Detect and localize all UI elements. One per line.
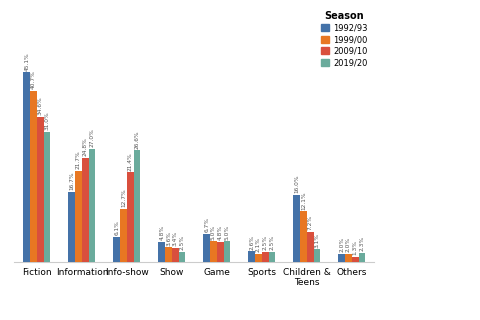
Text: 4.8%: 4.8% <box>159 225 164 241</box>
Bar <box>165 247 172 262</box>
Text: 5.0%: 5.0% <box>211 225 216 240</box>
Text: 2.5%: 2.5% <box>263 235 268 250</box>
Text: 34.6%: 34.6% <box>38 96 43 115</box>
Text: 3.6%: 3.6% <box>166 230 171 245</box>
Text: 2.0%: 2.0% <box>346 237 351 252</box>
Text: 1.3%: 1.3% <box>353 240 358 255</box>
Text: 3.1%: 3.1% <box>314 233 320 248</box>
Bar <box>82 158 89 262</box>
Text: 2.0%: 2.0% <box>339 237 344 252</box>
Text: 6.7%: 6.7% <box>204 218 209 233</box>
Bar <box>24 72 30 262</box>
Text: 4.8%: 4.8% <box>218 225 223 241</box>
Bar <box>300 212 307 262</box>
Bar <box>352 257 359 262</box>
Text: 40.7%: 40.7% <box>31 70 36 89</box>
Bar <box>210 241 217 262</box>
Text: 24.8%: 24.8% <box>83 137 88 156</box>
Bar <box>338 254 345 262</box>
Text: 27.0%: 27.0% <box>90 128 95 147</box>
Bar <box>75 171 82 262</box>
Text: 21.7%: 21.7% <box>76 150 81 169</box>
Text: 2.5%: 2.5% <box>270 235 275 250</box>
Bar <box>158 242 165 262</box>
Bar <box>44 132 50 262</box>
Bar <box>37 116 44 262</box>
Bar <box>69 192 75 262</box>
Text: 16.0%: 16.0% <box>294 175 299 193</box>
Text: 7.2%: 7.2% <box>308 215 313 230</box>
Bar <box>172 248 179 262</box>
Bar <box>127 172 133 262</box>
Text: 3.4%: 3.4% <box>173 231 178 246</box>
Text: 45.1%: 45.1% <box>24 52 29 71</box>
Text: 21.4%: 21.4% <box>128 152 133 171</box>
Text: 26.6%: 26.6% <box>134 130 140 148</box>
Bar <box>204 234 210 262</box>
Bar <box>217 242 224 262</box>
Bar <box>313 249 321 262</box>
Text: 16.7%: 16.7% <box>69 172 74 190</box>
Bar <box>133 150 141 262</box>
Text: 2.1%: 2.1% <box>256 237 261 252</box>
Bar <box>262 252 269 262</box>
Text: 2.6%: 2.6% <box>249 235 254 250</box>
Text: 5.0%: 5.0% <box>225 225 229 240</box>
Bar <box>293 195 300 262</box>
Bar <box>359 253 365 262</box>
Bar <box>179 252 185 262</box>
Text: 2.3%: 2.3% <box>360 236 364 251</box>
Bar <box>307 232 313 262</box>
Text: 31.0%: 31.0% <box>45 111 49 130</box>
Text: 12.7%: 12.7% <box>121 188 126 207</box>
Bar <box>30 91 37 262</box>
Bar <box>269 252 276 262</box>
Bar <box>89 148 96 262</box>
Text: 6.1%: 6.1% <box>114 220 119 235</box>
Bar <box>345 254 352 262</box>
Bar <box>255 253 262 262</box>
Bar <box>249 252 255 262</box>
Bar <box>113 237 120 262</box>
Bar <box>120 209 127 262</box>
Bar <box>224 241 230 262</box>
Text: 2.5%: 2.5% <box>180 235 184 250</box>
Text: 12.1%: 12.1% <box>301 191 306 210</box>
Legend: 1992/93, 1999/00, 2009/10, 2019/20: 1992/93, 1999/00, 2009/10, 2019/20 <box>318 9 370 70</box>
